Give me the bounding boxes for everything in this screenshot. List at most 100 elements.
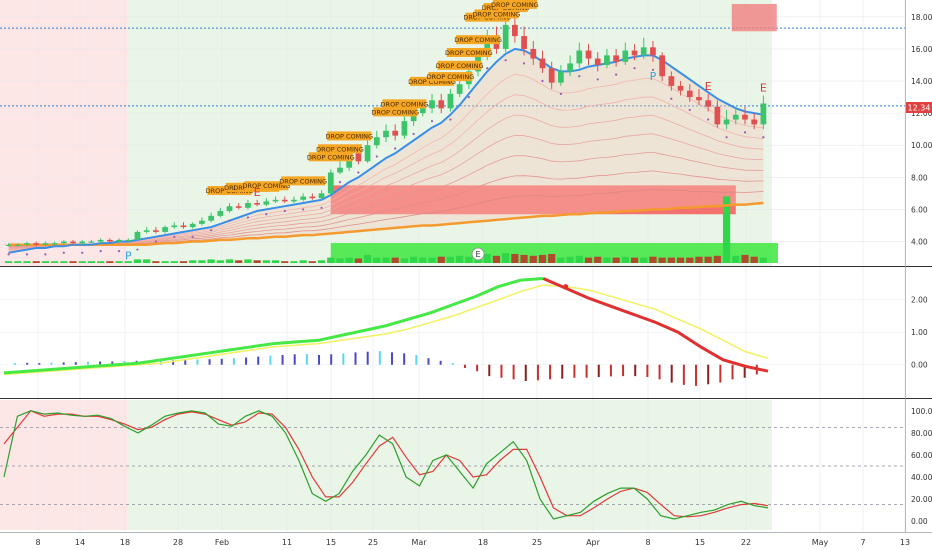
candle-body [576,50,583,64]
drop-coming-label: DROP COMING [381,99,428,109]
trailing-stop-dot [651,68,655,71]
drop-coming-label-bg [244,181,289,191]
y-tick-label: 60.00 [911,451,932,460]
volume-bar [97,261,105,263]
macd-histogram-bar [512,364,515,380]
volume-bar [640,257,648,263]
trailing-stop-dot [449,118,452,121]
candle-body [714,106,721,125]
volume-bar [575,255,583,263]
trailing-stop-dot [246,216,250,219]
e-marker: E [760,81,767,94]
candle-body [447,93,454,109]
volume-bar [308,261,316,263]
candle-body [604,55,610,65]
candle-body [245,203,251,208]
candle-body [594,58,601,65]
volume-bar [78,261,86,263]
candle-body [686,90,693,98]
macd-histogram-bar [622,364,625,377]
macd-histogram-bar [391,352,393,365]
volume-bar [511,254,519,263]
macd-histogram-bar [573,364,576,378]
drop-coming-label: DROP COMING [371,107,419,117]
candle-body [309,196,316,199]
x-tick-label: 8 [35,538,40,547]
volume-bar [584,257,593,263]
volume-bar [713,255,721,263]
macd-histogram-bar [245,357,248,365]
drop-coming-text: DROP COMING [445,49,493,57]
macd-histogram-bar [743,364,746,378]
trailing-stop-dot [412,132,415,136]
volume-bar [32,261,40,263]
drop-coming-label: DROP COMING [408,76,456,86]
x-tick-label: 28 [173,538,183,547]
drop-coming-label-bg [492,0,537,9]
candle-body [125,239,132,242]
candle-body [263,201,270,205]
macd-histogram-bar [500,364,503,378]
macd-histogram-bar [99,361,102,365]
volume-bar [152,261,160,263]
macd-histogram-bar [707,364,710,385]
volume-bar [106,261,114,263]
candle-body [677,85,684,91]
trailing-stop-dot [7,253,10,256]
x-tick-label: 25 [368,538,378,547]
macd-histogram-bar [62,362,65,365]
macd-histogram-bar [196,359,199,365]
drop-coming-label: DROP COMING [445,47,493,57]
volume-bar [621,256,629,263]
trailing-stop-dot [375,155,378,158]
volume-bar [603,257,611,263]
volume-bar [189,260,197,263]
trailing-stop-dot [338,181,342,184]
y-tick-label: 8.00 [911,173,928,182]
volume-bar [87,261,96,263]
volume-bar [676,257,685,263]
macd-histogram-bar [50,362,53,365]
macd-histogram-bar [342,353,345,365]
trailing-stop-dot [670,97,673,100]
macd-histogram-bar [476,364,479,372]
macd-histogram-bar [172,360,175,365]
candle-body [705,100,712,107]
candle-body [14,244,21,246]
volume-bar [410,256,418,263]
trailing-stop-dot [44,253,47,256]
candle-body [392,130,399,136]
candle-body [383,130,389,138]
candle-body [484,36,491,57]
macd-histogram-bar [184,359,187,365]
volume-bar [235,260,243,263]
trailing-stop-dot [504,59,507,62]
stochastic-series-layer [3,410,769,520]
candle-body [438,100,445,109]
candle-body [567,63,573,72]
candle-body [622,50,629,62]
candle-body [254,203,260,205]
slow-moving-average-line [8,201,764,246]
trailing-stop-dot [633,67,636,70]
x-tick-label: Feb [215,538,229,547]
candle-body [42,243,49,245]
candle-body [318,193,325,199]
candle-body [33,243,40,245]
trailing-stop-dot [615,73,618,76]
earnings-badge: E [471,247,485,261]
candle-body [668,76,675,86]
volume-bar [382,257,390,263]
macd-histogram-bar [366,351,369,365]
macd-histogram-bar [488,364,491,377]
drop-coming-text: DROP COMING [436,62,484,70]
candle-body [162,227,168,232]
candle-body [60,241,67,244]
x-tick-label: 18 [120,538,130,547]
volume-bar [658,257,666,263]
macd-line-rising [3,277,544,375]
volume-bar [69,261,77,263]
candle-body [751,119,758,125]
drop-coming-text: DROP COMING [307,153,355,161]
